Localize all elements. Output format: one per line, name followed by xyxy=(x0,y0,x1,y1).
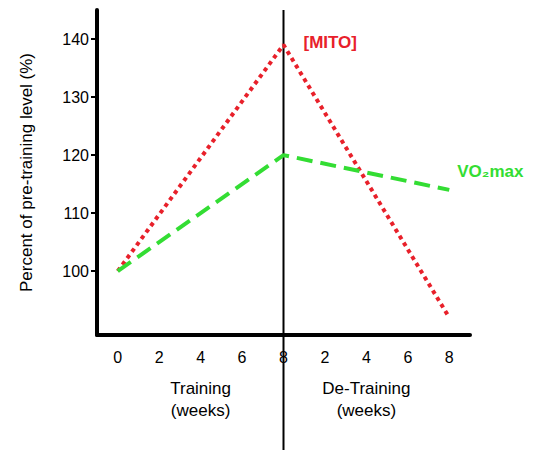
svg-text:De-Training: De-Training xyxy=(322,379,410,398)
svg-text:VO₂max: VO₂max xyxy=(457,162,524,181)
svg-text:[MITO]: [MITO] xyxy=(304,33,358,52)
svg-text:140: 140 xyxy=(62,31,89,48)
svg-text:Training: Training xyxy=(170,379,231,398)
svg-text:120: 120 xyxy=(62,147,89,164)
svg-text:(weeks): (weeks) xyxy=(171,401,231,420)
svg-text:8: 8 xyxy=(279,348,288,366)
svg-text:110: 110 xyxy=(63,205,89,222)
svg-text:2: 2 xyxy=(320,349,329,366)
svg-text:6: 6 xyxy=(403,349,412,366)
svg-text:(weeks): (weeks) xyxy=(337,401,397,420)
svg-text:4: 4 xyxy=(196,349,205,366)
svg-text:8: 8 xyxy=(445,349,454,366)
svg-text:100: 100 xyxy=(62,263,89,280)
svg-text:Percent of pre-training level: Percent of pre-training level (%) xyxy=(17,53,36,292)
svg-text:4: 4 xyxy=(362,349,371,366)
svg-text:130: 130 xyxy=(62,89,89,106)
svg-text:6: 6 xyxy=(238,349,247,366)
svg-text:0: 0 xyxy=(113,349,122,366)
svg-text:2: 2 xyxy=(155,349,164,366)
